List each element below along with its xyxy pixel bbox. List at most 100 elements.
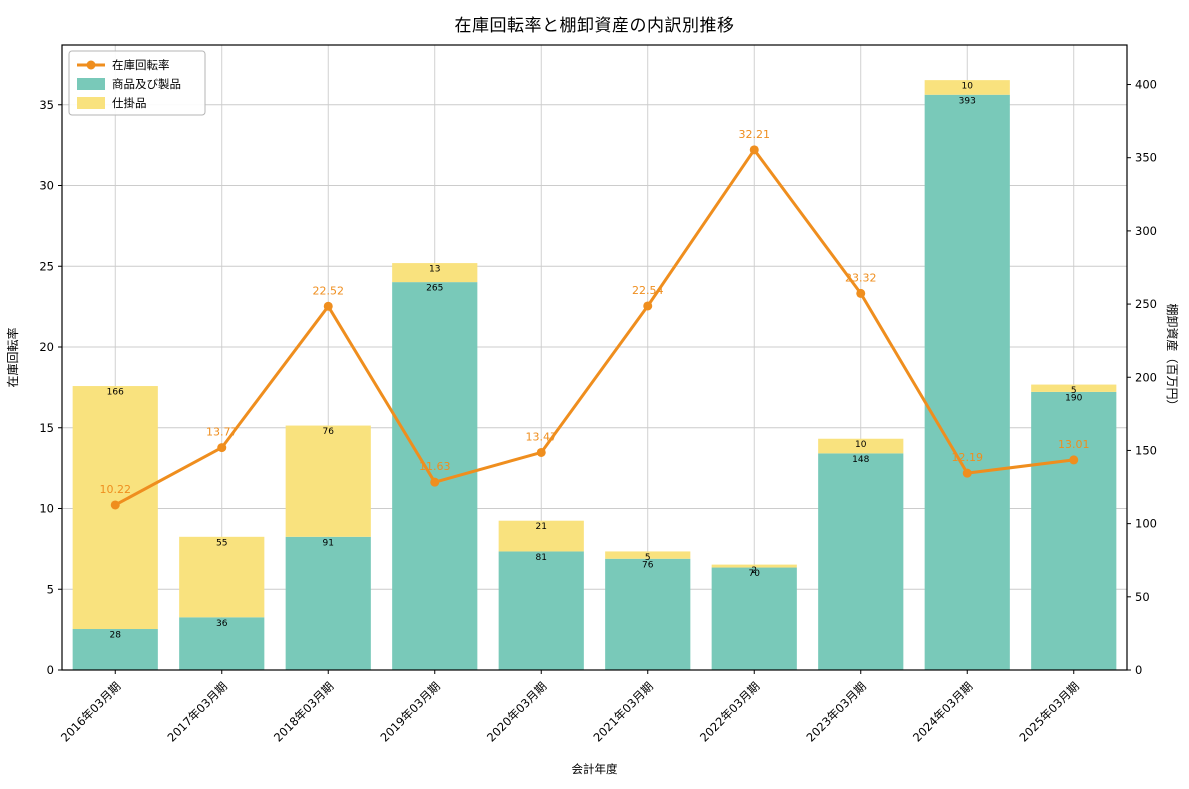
bar-segment	[392, 282, 478, 670]
left-axis-tick-label: 30	[39, 179, 54, 193]
left-axis-tick-label: 35	[39, 98, 54, 112]
right-axis-tick-label: 300	[1135, 224, 1157, 238]
bar-segment	[285, 536, 371, 670]
x-axis-tick-label: 2022年03月期	[697, 679, 762, 744]
bar-segment	[392, 263, 478, 283]
bar-segment	[498, 551, 584, 670]
bar-segment	[818, 453, 904, 670]
legend-label: 商品及び製品	[112, 77, 181, 91]
bar-segment	[179, 617, 265, 670]
plot-border	[61, 44, 1128, 671]
line-marker	[749, 145, 759, 155]
bar-value-label: 76	[323, 427, 335, 437]
left-axis-tick-label: 25	[39, 259, 54, 273]
right-axis-tick-label: 0	[1135, 663, 1142, 677]
bar-segment	[605, 551, 691, 559]
line-marker	[536, 447, 546, 457]
bar-segment	[711, 567, 797, 670]
right-axis-tick-label: 150	[1135, 443, 1157, 457]
bar-segment	[818, 438, 904, 454]
x-axis-tick-label: 2023年03月期	[804, 679, 869, 744]
bar-value-label: 28	[110, 631, 122, 641]
bar-value-label: 91	[323, 538, 334, 548]
line-marker	[643, 301, 653, 311]
bar-segment	[924, 80, 1010, 95]
bar-value-label: 10	[962, 82, 974, 92]
x-axis-label: 会計年度	[572, 762, 618, 776]
turnover-line	[113, 148, 1076, 507]
bar-value-label: 76	[642, 560, 654, 570]
bar-value-label: 13	[429, 265, 440, 275]
legend-label: 在庫回転率	[112, 58, 170, 72]
bar-value-label: 5	[645, 553, 651, 563]
right-axis-tick-label: 250	[1135, 297, 1157, 311]
line-value-label: 13.47	[526, 430, 558, 443]
bar-value-label: 5	[1071, 386, 1077, 396]
line-value-label: 11.63	[419, 460, 451, 473]
bar-value-label: 81	[536, 553, 547, 563]
line-value-label: 12.19	[952, 451, 984, 464]
x-axis-tick-label: 2016年03月期	[58, 679, 123, 744]
bar-segment	[72, 629, 158, 670]
bar-value-label: 190	[1065, 393, 1082, 403]
bar-value-label: 148	[852, 455, 869, 465]
x-axis-tick-label: 2025年03月期	[1017, 679, 1082, 744]
right-axis-tick-label: 200	[1135, 370, 1157, 384]
bar-segment	[711, 564, 797, 568]
line-value-label: 22.54	[632, 284, 664, 297]
bar-value-label: 265	[426, 284, 443, 294]
left-axis-tick-label: 10	[39, 502, 54, 516]
right-axis-tick-label: 100	[1135, 517, 1157, 531]
y-axis-label-left: 在庫回転率	[5, 327, 20, 387]
right-axis-tick-label: 350	[1135, 151, 1157, 165]
line-value-label: 13.77	[206, 426, 238, 439]
legend-patch	[77, 78, 105, 90]
bar-value-label: 2	[751, 566, 757, 576]
line-value-label: 23.32	[845, 271, 877, 284]
left-axis-tick-label: 20	[39, 340, 54, 354]
line-value-label: 32.21	[739, 128, 771, 141]
bar-value-label: 393	[959, 96, 976, 106]
y-axis-label-right: 棚卸資産（百万円）	[1165, 303, 1180, 411]
line-value-label: 22.52	[313, 284, 345, 297]
bar-segment	[498, 520, 584, 552]
line-marker	[217, 443, 227, 453]
line-marker	[110, 500, 120, 510]
line-marker	[962, 468, 972, 478]
x-axis-tick-label: 2024年03月期	[910, 679, 975, 744]
bar-segment	[1031, 384, 1117, 392]
bar-value-label: 55	[216, 538, 227, 548]
bar-segment	[1031, 391, 1117, 670]
line-value-label: 10.22	[100, 483, 132, 496]
x-axis-tick-label: 2017年03月期	[165, 679, 230, 744]
bar-segment	[179, 536, 265, 618]
left-axis-tick-label: 0	[47, 663, 54, 677]
bar-segment	[285, 425, 371, 537]
bar-value-label: 70	[749, 569, 761, 579]
bar-value-label: 10	[855, 440, 867, 450]
line-marker	[1069, 455, 1079, 465]
left-axis-tick-label: 15	[39, 421, 54, 435]
right-axis-tick-label: 50	[1135, 590, 1150, 604]
line-marker	[856, 288, 866, 298]
bar-value-label: 36	[216, 619, 228, 629]
bar-segment	[605, 558, 691, 670]
line-marker	[323, 301, 333, 311]
bar-segment	[924, 94, 1010, 670]
bar-value-label: 166	[107, 388, 124, 398]
right-axis-tick-label: 400	[1135, 78, 1157, 92]
legend-patch	[77, 97, 105, 109]
x-axis-tick-label: 2018年03月期	[271, 679, 336, 744]
legend-marker-sample	[86, 60, 96, 70]
x-axis-tick-label: 2020年03月期	[484, 679, 549, 744]
x-axis-tick-label: 2019年03月期	[378, 679, 443, 744]
line-marker	[430, 477, 440, 487]
left-axis-tick-label: 5	[47, 582, 54, 596]
line-value-label: 13.01	[1058, 438, 1090, 451]
legend-label: 仕掛品	[112, 96, 147, 110]
bar-value-label: 21	[536, 522, 547, 532]
chart-title: 在庫回転率と棚卸資産の内訳別推移	[454, 16, 735, 36]
x-axis-tick-label: 2021年03月期	[591, 679, 656, 744]
